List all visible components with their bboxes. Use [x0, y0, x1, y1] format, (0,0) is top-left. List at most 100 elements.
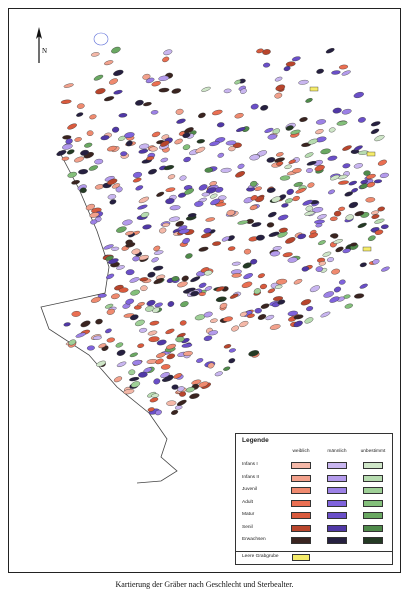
- grave-marker: [267, 134, 278, 140]
- grave-marker: [249, 154, 260, 161]
- empty-grave-marker: [362, 246, 372, 252]
- grave-marker: [132, 359, 143, 366]
- grave-marker: [167, 174, 176, 180]
- grave-marker: [276, 152, 284, 157]
- grave-marker: [239, 311, 248, 317]
- grave-marker: [147, 271, 156, 278]
- legend-swatch: [327, 462, 347, 469]
- grave-marker: [277, 299, 286, 305]
- grave-marker: [204, 286, 213, 291]
- grave-marker: [250, 103, 259, 110]
- grave-marker: [158, 75, 170, 81]
- grave-marker: [367, 235, 376, 241]
- grave-marker: [223, 344, 232, 349]
- grave-marker: [116, 361, 127, 368]
- grave-marker: [266, 187, 276, 193]
- legend-row: Juvenil: [236, 486, 392, 496]
- grave-marker: [274, 284, 283, 289]
- grave-marker: [342, 248, 351, 254]
- grave-marker: [63, 83, 74, 88]
- grave-marker: [348, 201, 359, 209]
- grave-marker: [195, 146, 206, 154]
- grave-marker: [216, 122, 225, 128]
- grave-marker: [304, 152, 314, 158]
- grave-marker: [243, 273, 253, 280]
- grave-marker: [283, 66, 291, 72]
- grave-marker: [248, 350, 260, 357]
- grave-marker: [357, 117, 366, 123]
- grave-marker: [190, 276, 201, 283]
- legend-col-male: männlich: [327, 449, 347, 454]
- grave-marker: [160, 157, 169, 163]
- grave-marker: [315, 266, 323, 272]
- grave-marker: [338, 64, 349, 70]
- grave-marker: [138, 371, 148, 378]
- grave-marker: [163, 49, 173, 56]
- map-caption: Kartierung der Gräber nach Geschlecht un…: [115, 580, 294, 589]
- grave-marker: [359, 283, 368, 289]
- grave-marker: [177, 281, 188, 288]
- legend-swatch: [327, 537, 347, 544]
- grave-marker: [146, 156, 155, 161]
- grave-marker: [372, 259, 380, 265]
- legend-title: Legende: [242, 437, 269, 444]
- legend-col-female: weiblich: [292, 449, 310, 454]
- grave-marker: [146, 299, 156, 307]
- grave-marker: [184, 287, 196, 293]
- grave-marker: [90, 219, 98, 225]
- grave-marker: [354, 211, 365, 217]
- grave-marker: [98, 343, 107, 349]
- grave-marker: [285, 198, 293, 204]
- grave-marker: [212, 241, 222, 246]
- grave-marker: [345, 214, 354, 221]
- grave-marker: [292, 168, 302, 174]
- grave-marker: [366, 173, 376, 180]
- grave-marker: [113, 69, 124, 76]
- legend-swatch: [327, 474, 347, 482]
- grave-marker: [78, 169, 89, 175]
- grave-marker: [116, 265, 125, 270]
- grave-marker: [342, 163, 351, 169]
- grave-marker: [320, 148, 331, 155]
- grave-marker: [241, 281, 253, 288]
- grave-marker: [237, 220, 249, 225]
- grave-marker: [131, 248, 141, 255]
- grave-marker: [181, 343, 193, 348]
- grave-marker: [297, 233, 307, 240]
- grave-marker: [306, 161, 317, 166]
- grave-marker: [149, 146, 158, 152]
- grave-marker: [215, 186, 224, 193]
- grave-marker: [226, 209, 236, 216]
- legend-swatch: [291, 499, 311, 507]
- legend-swatch: [327, 524, 347, 532]
- grave-marker: [381, 266, 390, 272]
- grave-marker: [71, 310, 81, 317]
- grave-marker: [139, 277, 149, 282]
- grave-marker: [249, 204, 258, 211]
- grave-marker: [333, 210, 342, 217]
- grave-marker: [80, 149, 89, 156]
- grave-marker: [171, 276, 180, 282]
- grave-marker: [176, 118, 186, 124]
- grave-marker: [236, 127, 246, 132]
- grave-marker: [353, 163, 363, 169]
- grave-marker: [251, 222, 262, 228]
- grave-marker: [106, 308, 115, 315]
- grave-marker: [301, 266, 310, 272]
- grave-marker: [152, 307, 160, 313]
- grave-marker: [151, 131, 161, 138]
- grave-marker: [150, 110, 159, 115]
- grave-marker: [184, 188, 195, 195]
- grave-marker: [304, 211, 315, 216]
- grave-marker: [86, 345, 95, 351]
- legend-row-label: Senil: [242, 524, 253, 530]
- grave-marker: [96, 360, 106, 367]
- grave-marker: [240, 88, 247, 94]
- legend-swatch: [363, 512, 383, 519]
- grave-marker: [160, 364, 171, 370]
- grave-marker: [158, 87, 170, 93]
- legend-row-label: Adult: [242, 499, 253, 505]
- grave-marker: [341, 108, 352, 115]
- grave-marker: [314, 164, 325, 172]
- grave-marker: [217, 152, 225, 158]
